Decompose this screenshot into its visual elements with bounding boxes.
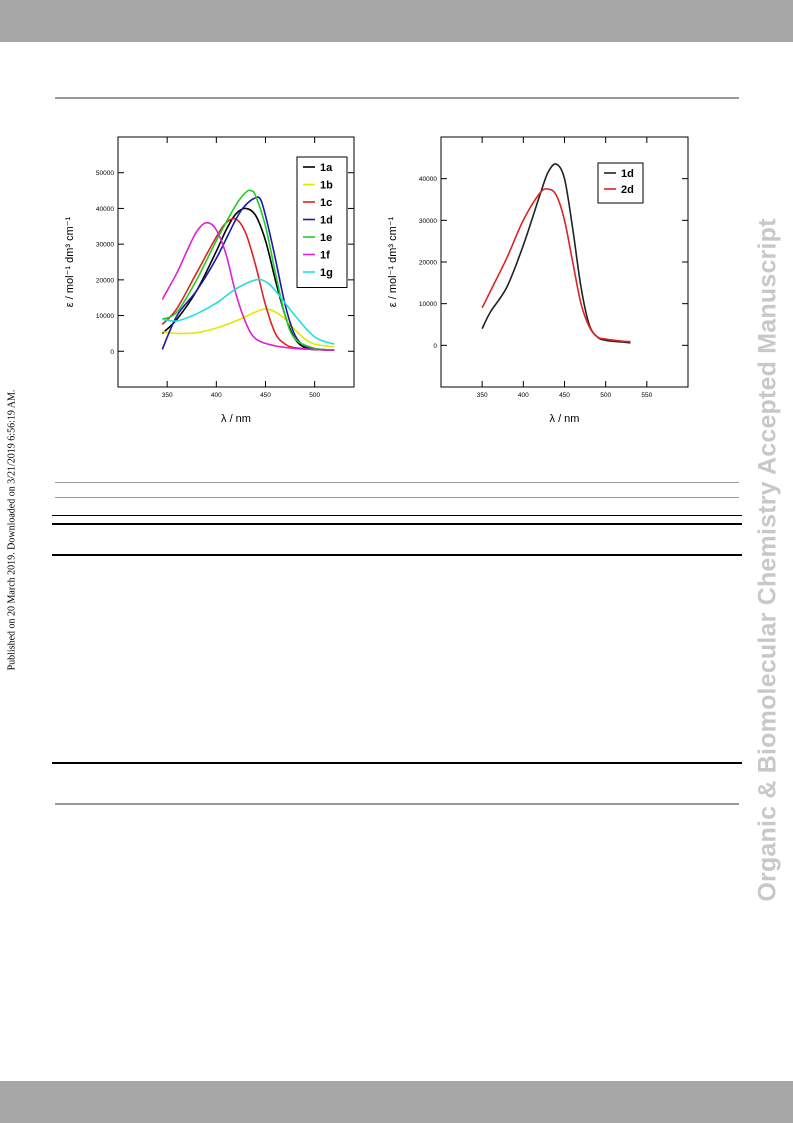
table-rule-1 (52, 515, 742, 516)
x-tick-label: 450 (260, 392, 271, 399)
series-line-1f (161, 221, 335, 351)
legend-label-1c: 1c (320, 197, 332, 209)
x-tick-label: 350 (162, 392, 173, 399)
legend-box (296, 156, 348, 288)
y-tick-label: 30000 (419, 218, 437, 225)
series-line-1e (161, 189, 335, 351)
y-tick-label: 30000 (96, 242, 114, 249)
y-tick-label: 10000 (419, 301, 437, 308)
series-line-2d (481, 188, 631, 343)
legend-label-1d: 1d (621, 168, 634, 180)
legend-label-1g: 1g (320, 267, 333, 279)
legend-label-1b: 1b (320, 180, 333, 192)
x-tick-label: 500 (600, 392, 611, 399)
x-axis-label: λ / nm (221, 413, 251, 425)
y-tick-label: 10000 (96, 313, 114, 320)
x-tick-label: 450 (559, 392, 570, 399)
series-line-1a (161, 207, 335, 351)
y-tick-label: 50000 (96, 170, 114, 177)
series-line-1b (162, 308, 335, 348)
x-tick-label: 550 (641, 392, 652, 399)
footer-band (0, 1081, 793, 1123)
legend-box (597, 162, 644, 204)
series-line-1d (481, 163, 631, 344)
top-rule (55, 97, 739, 99)
rule-1 (55, 482, 739, 483)
table-rule-2 (52, 523, 742, 525)
y-tick-label: 0 (110, 349, 114, 356)
y-tick-label: 0 (433, 343, 437, 350)
x-axis-label: λ / nm (550, 413, 580, 425)
absorption-chart-1d-2d: 350 400 450 500 550 0 10000 20000 30000 40000 λ / … (387, 136, 689, 425)
y-tick-label: 20000 (96, 277, 114, 284)
series-line-1g (162, 278, 335, 345)
y-tick-label: 20000 (419, 260, 437, 267)
header-band (0, 0, 793, 42)
absorption-chart-1a-1g: 350 400 450 500 0 10000 20000 30000 40000 50000 λ … (64, 136, 355, 425)
y-tick-label: 40000 (419, 176, 437, 183)
x-tick-label: 400 (211, 392, 222, 399)
bottom-rule (55, 803, 739, 805)
x-tick-label: 350 (477, 392, 488, 399)
y-axis-label: ε / mol⁻¹ dm³ cm⁻¹ (64, 216, 76, 307)
legend-label-1e: 1e (320, 232, 332, 244)
legend-label-2d: 2d (621, 184, 634, 196)
table-bottom-rule (52, 762, 742, 764)
series-line-1c (161, 217, 335, 351)
legend-label-1a: 1a (320, 162, 333, 174)
plot-frame (440, 136, 689, 388)
legend-label-1d: 1d (320, 215, 333, 227)
x-tick-label: 400 (518, 392, 529, 399)
x-tick-label: 500 (309, 392, 320, 399)
rule-2 (55, 497, 739, 498)
table-header-rule (52, 554, 742, 556)
legend-label-1f: 1f (320, 250, 330, 262)
y-tick-label: 40000 (96, 206, 114, 213)
y-axis-label: ε / mol⁻¹ dm³ cm⁻¹ (387, 216, 399, 307)
